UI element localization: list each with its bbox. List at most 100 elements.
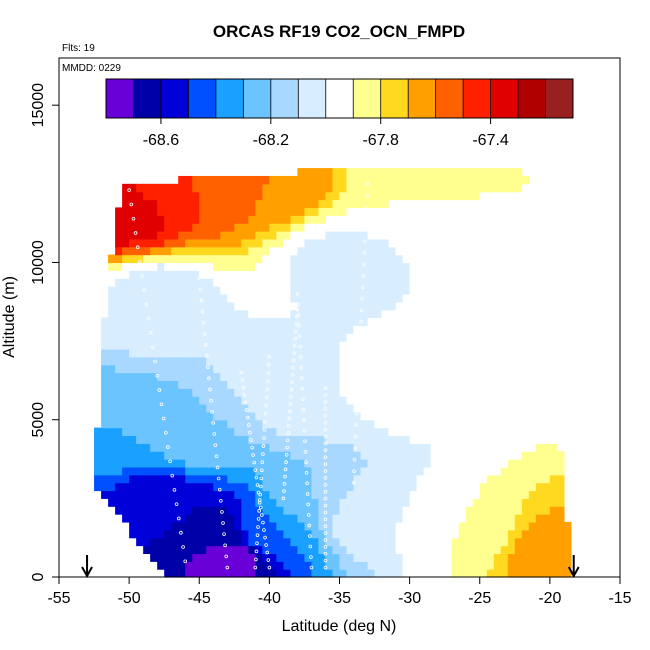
heat-cell	[500, 191, 509, 201]
heat-cell	[430, 356, 439, 366]
heat-cell	[493, 356, 502, 366]
heat-cell	[521, 364, 530, 374]
heat-cell	[472, 348, 481, 358]
heat-cell	[423, 514, 432, 523]
heat-cell	[388, 356, 397, 366]
heat-cell	[171, 569, 179, 578]
heat-cell	[248, 293, 256, 303]
heat-cell	[514, 262, 523, 271]
obs-dot	[286, 431, 291, 435]
heat-cell	[227, 427, 235, 437]
heat-cell	[325, 537, 334, 547]
heat-cell	[255, 183, 263, 193]
heat-cell	[332, 301, 341, 311]
heat-cell	[248, 262, 256, 271]
heat-cell	[304, 411, 313, 421]
heat-cell	[234, 317, 242, 326]
heat-cell	[101, 341, 109, 350]
heat-cell	[472, 183, 481, 193]
heat-cell	[381, 482, 390, 492]
heat-cell	[549, 474, 558, 484]
heat-cell	[388, 561, 397, 570]
heat-cell	[318, 372, 327, 382]
heat-cell	[171, 498, 179, 507]
heat-cell	[150, 333, 158, 342]
heat-cell	[297, 168, 306, 177]
heat-cell	[437, 545, 446, 555]
heat-cell	[164, 506, 172, 515]
heat-cell	[248, 333, 256, 342]
heat-cell	[521, 451, 530, 460]
heat-cell	[248, 514, 256, 523]
heat-cell	[269, 404, 277, 413]
heat-cell	[381, 168, 390, 177]
heat-cell	[437, 293, 446, 303]
heat-cell	[220, 474, 228, 484]
heat-cell	[486, 333, 495, 342]
heat-cell	[444, 474, 453, 484]
heat-cell	[241, 419, 249, 429]
heat-cell	[423, 435, 432, 444]
heat-cell	[416, 183, 425, 193]
heat-cell	[248, 521, 256, 531]
heat-cell	[220, 466, 228, 476]
heat-cell	[409, 451, 418, 460]
heat-cell	[402, 561, 411, 570]
heat-cell	[451, 199, 460, 209]
heat-cell	[479, 459, 488, 468]
heat-cell	[115, 459, 123, 468]
heat-cell	[143, 427, 151, 437]
heat-cell	[549, 466, 558, 476]
heat-cell	[360, 356, 369, 366]
heat-cell	[521, 238, 530, 248]
heat-cell	[241, 199, 249, 209]
heat-cell	[430, 482, 439, 492]
heat-cell	[388, 238, 397, 248]
heat-cell	[472, 427, 481, 437]
heat-cell	[402, 514, 411, 523]
heat-cell	[290, 482, 299, 492]
heat-cell	[472, 317, 481, 326]
obs-dot	[267, 363, 271, 367]
heat-cell	[332, 254, 341, 264]
heat-cell	[451, 293, 460, 303]
heat-cell	[241, 506, 249, 515]
heat-cell	[248, 231, 256, 240]
heat-cell	[402, 333, 411, 342]
heat-cell	[185, 317, 193, 326]
heat-cell	[290, 435, 299, 444]
heat-cell	[143, 514, 151, 523]
heat-cell	[248, 325, 256, 334]
heat-cell	[486, 223, 495, 232]
heat-cell	[500, 207, 509, 216]
heat-cell	[325, 529, 334, 539]
heat-cell	[185, 231, 193, 240]
heat-cell	[430, 451, 439, 460]
heat-cell	[444, 529, 453, 539]
heat-cell	[325, 364, 334, 374]
heat-cell	[297, 466, 306, 476]
heat-cell	[493, 498, 502, 507]
heat-cell	[227, 175, 235, 185]
heat-cell	[115, 348, 123, 358]
heat-cell	[262, 238, 270, 248]
heat-cell	[220, 514, 228, 523]
heat-cell	[423, 411, 432, 421]
heat-cell	[178, 459, 186, 468]
heat-cell	[297, 404, 306, 413]
heat-cell	[381, 474, 390, 484]
heat-cell	[227, 317, 235, 326]
heat-cell	[213, 521, 221, 531]
heat-cell	[374, 309, 383, 319]
heat-cell	[185, 223, 193, 232]
heat-cell	[535, 301, 544, 311]
heat-cell	[465, 490, 474, 499]
heat-cell	[444, 380, 453, 389]
heat-cell	[437, 506, 446, 515]
heat-cell	[199, 223, 207, 232]
heat-cell	[472, 270, 481, 279]
heat-cell	[290, 388, 299, 397]
heat-cell	[234, 411, 242, 421]
heat-cell	[325, 301, 334, 311]
heat-cell	[178, 278, 186, 287]
